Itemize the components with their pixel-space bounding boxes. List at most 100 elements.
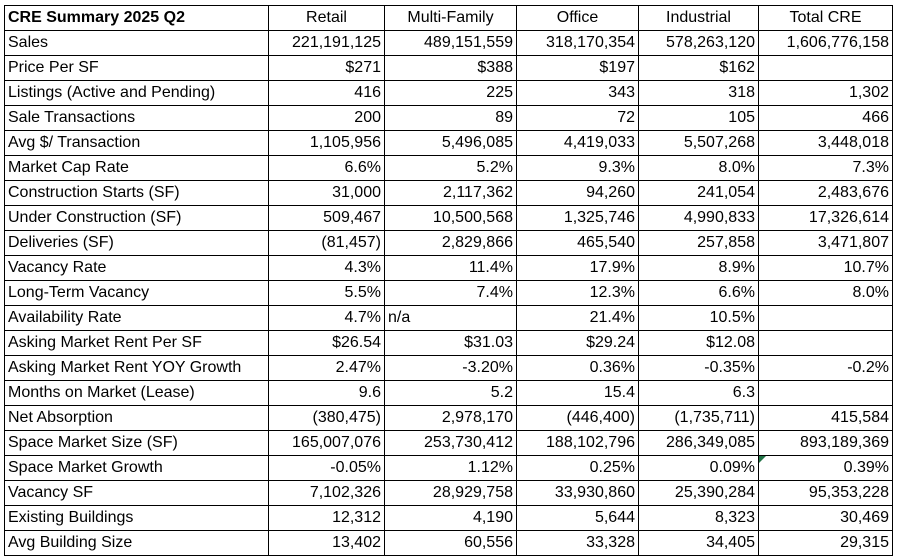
cell-office[interactable]: 318,170,354 — [516, 30, 639, 56]
cell-total-cre[interactable] — [758, 380, 893, 406]
cell-retail[interactable]: 7,102,326 — [268, 480, 385, 506]
cell-retail[interactable]: 5.5% — [268, 280, 385, 306]
cell-industrial[interactable]: -0.35% — [638, 355, 759, 381]
cell-industrial[interactable]: (1,735,711) — [638, 405, 759, 431]
cell-retail[interactable]: 2.47% — [268, 355, 385, 381]
cell-retail[interactable]: (380,475) — [268, 405, 385, 431]
row-label[interactable]: Asking Market Rent YOY Growth — [4, 355, 269, 381]
row-label[interactable]: Existing Buildings — [4, 505, 269, 531]
row-label[interactable]: Under Construction (SF) — [4, 205, 269, 231]
cell-total-cre[interactable]: 1,302 — [758, 80, 893, 106]
cell-multi-family[interactable]: 28,929,758 — [384, 480, 517, 506]
cell-industrial[interactable]: 25,390,284 — [638, 480, 759, 506]
cell-office[interactable]: 5,644 — [516, 505, 639, 531]
column-header-multi-family[interactable]: Multi-Family — [384, 5, 517, 31]
cell-multi-family[interactable]: -3.20% — [384, 355, 517, 381]
cell-multi-family[interactable]: 489,151,559 — [384, 30, 517, 56]
cell-multi-family[interactable]: 5.2 — [384, 380, 517, 406]
cell-multi-family[interactable]: $388 — [384, 55, 517, 81]
cell-retail[interactable]: (81,457) — [268, 230, 385, 256]
row-label[interactable]: Construction Starts (SF) — [4, 180, 269, 206]
cell-office[interactable]: 12.3% — [516, 280, 639, 306]
cell-retail[interactable]: 31,000 — [268, 180, 385, 206]
row-label[interactable]: Asking Market Rent Per SF — [4, 330, 269, 356]
table-title[interactable]: CRE Summary 2025 Q2 — [4, 5, 269, 31]
cell-multi-family[interactable]: 7.4% — [384, 280, 517, 306]
cell-multi-family[interactable]: 60,556 — [384, 530, 517, 556]
cell-office[interactable]: $197 — [516, 55, 639, 81]
cell-total-cre[interactable]: 893,189,369 — [758, 430, 893, 456]
cell-multi-family[interactable]: 253,730,412 — [384, 430, 517, 456]
cell-total-cre[interactable]: 8.0% — [758, 280, 893, 306]
cell-office[interactable]: 72 — [516, 105, 639, 131]
cell-total-cre[interactable] — [758, 55, 893, 81]
cell-retail[interactable]: 12,312 — [268, 505, 385, 531]
cell-total-cre[interactable]: 0.39% — [758, 455, 893, 481]
row-label[interactable]: Long-Term Vacancy — [4, 280, 269, 306]
row-label[interactable]: Price Per SF — [4, 55, 269, 81]
cell-multi-family[interactable]: 5.2% — [384, 155, 517, 181]
cell-industrial[interactable]: 0.09% — [638, 455, 759, 481]
cell-industrial[interactable]: 34,405 — [638, 530, 759, 556]
cell-multi-family[interactable]: 89 — [384, 105, 517, 131]
row-label[interactable]: Avg Building Size — [4, 530, 269, 556]
cell-industrial[interactable]: 578,263,120 — [638, 30, 759, 56]
row-label[interactable]: Deliveries (SF) — [4, 230, 269, 256]
cell-multi-family[interactable]: 2,117,362 — [384, 180, 517, 206]
cell-total-cre[interactable]: 95,353,228 — [758, 480, 893, 506]
cell-office[interactable]: 33,930,860 — [516, 480, 639, 506]
cell-industrial[interactable]: 8,323 — [638, 505, 759, 531]
cell-retail[interactable]: 6.6% — [268, 155, 385, 181]
row-label[interactable]: Availability Rate — [4, 305, 269, 331]
cell-industrial[interactable]: 6.3 — [638, 380, 759, 406]
cell-total-cre[interactable]: 3,448,018 — [758, 130, 893, 156]
cell-office[interactable]: 17.9% — [516, 255, 639, 281]
cell-retail[interactable]: $271 — [268, 55, 385, 81]
cell-total-cre[interactable]: 29,315 — [758, 530, 893, 556]
cell-industrial[interactable]: 5,507,268 — [638, 130, 759, 156]
cell-office[interactable]: 0.25% — [516, 455, 639, 481]
cell-industrial[interactable]: 6.6% — [638, 280, 759, 306]
cell-retail[interactable]: 9.6 — [268, 380, 385, 406]
row-label[interactable]: Sale Transactions — [4, 105, 269, 131]
cell-retail[interactable]: 4.3% — [268, 255, 385, 281]
cell-retail[interactable]: $26.54 — [268, 330, 385, 356]
cell-office[interactable]: 465,540 — [516, 230, 639, 256]
cell-total-cre[interactable]: 17,326,614 — [758, 205, 893, 231]
cell-retail[interactable]: 1,105,956 — [268, 130, 385, 156]
column-header-industrial[interactable]: Industrial — [638, 5, 759, 31]
cell-retail[interactable]: 4.7% — [268, 305, 385, 331]
cell-industrial[interactable]: 105 — [638, 105, 759, 131]
cell-office[interactable]: 94,260 — [516, 180, 639, 206]
cell-multi-family[interactable]: 4,190 — [384, 505, 517, 531]
cell-total-cre[interactable]: 466 — [758, 105, 893, 131]
cell-retail[interactable]: 509,467 — [268, 205, 385, 231]
cell-multi-family[interactable]: $31.03 — [384, 330, 517, 356]
cell-multi-family[interactable]: 2,978,170 — [384, 405, 517, 431]
cell-industrial[interactable]: 286,349,085 — [638, 430, 759, 456]
cell-office[interactable]: 343 — [516, 80, 639, 106]
cell-industrial[interactable]: 241,054 — [638, 180, 759, 206]
row-label[interactable]: Net Absorption — [4, 405, 269, 431]
cell-retail[interactable]: -0.05% — [268, 455, 385, 481]
cell-office[interactable]: 21.4% — [516, 305, 639, 331]
cell-total-cre[interactable]: 2,483,676 — [758, 180, 893, 206]
row-label[interactable]: Listings (Active and Pending) — [4, 80, 269, 106]
row-label[interactable]: Vacancy Rate — [4, 255, 269, 281]
cell-multi-family[interactable]: 11.4% — [384, 255, 517, 281]
row-label[interactable]: Sales — [4, 30, 269, 56]
column-header-retail[interactable]: Retail — [268, 5, 385, 31]
cell-industrial[interactable]: 318 — [638, 80, 759, 106]
cell-total-cre[interactable]: 415,584 — [758, 405, 893, 431]
cell-industrial[interactable]: 257,858 — [638, 230, 759, 256]
cell-total-cre[interactable]: 1,606,776,158 — [758, 30, 893, 56]
cell-office[interactable]: 15.4 — [516, 380, 639, 406]
cell-total-cre[interactable]: -0.2% — [758, 355, 893, 381]
column-header-total-cre[interactable]: Total CRE — [758, 5, 893, 31]
cell-multi-family[interactable]: n/a — [384, 305, 517, 331]
cell-retail[interactable]: 13,402 — [268, 530, 385, 556]
cell-total-cre[interactable]: 3,471,807 — [758, 230, 893, 256]
cell-industrial[interactable]: $162 — [638, 55, 759, 81]
column-header-office[interactable]: Office — [516, 5, 639, 31]
cell-office[interactable]: 188,102,796 — [516, 430, 639, 456]
